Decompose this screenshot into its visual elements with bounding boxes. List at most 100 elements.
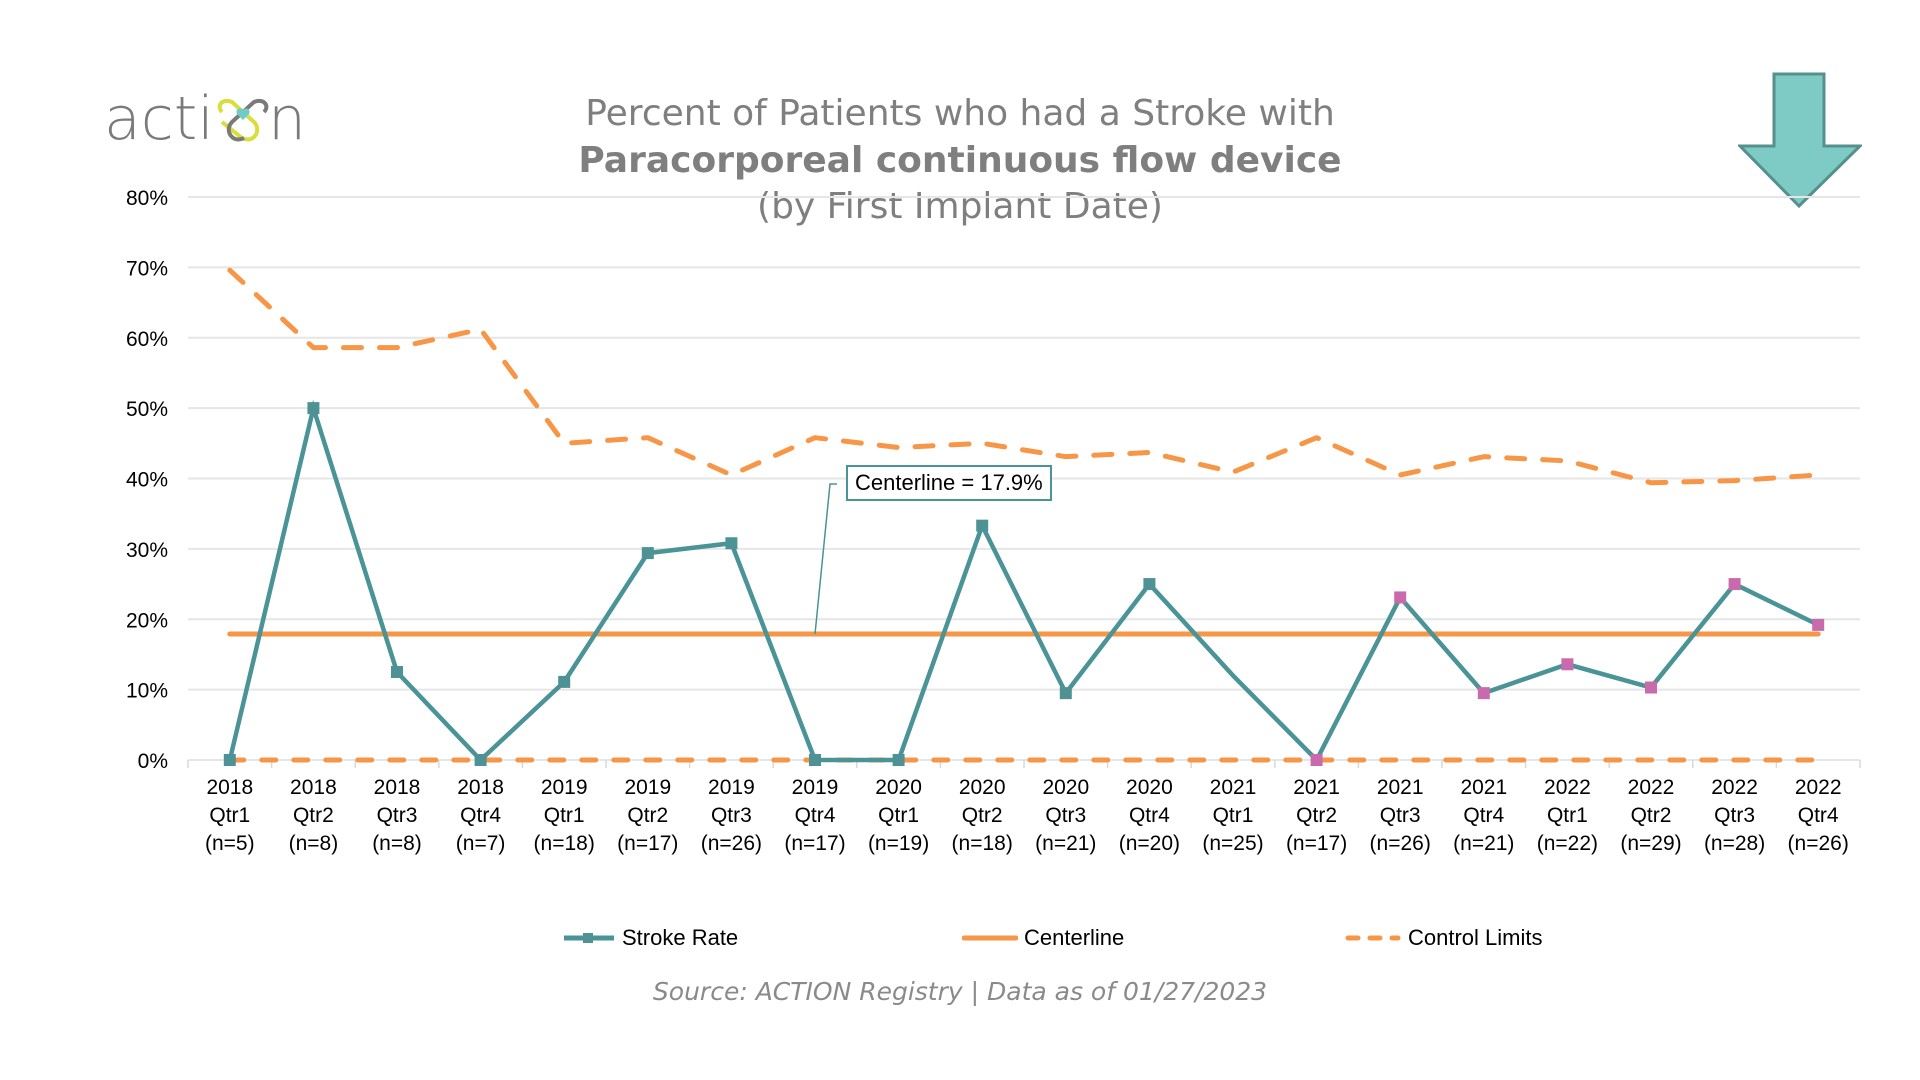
x-tick-label-line: Qtr1 [209,804,250,827]
y-tick-label: 50% [126,398,168,421]
logo-text-post: n [268,84,306,152]
stroke-rate-point [892,754,905,766]
x-tick-label-line: 2022 [1795,776,1842,799]
x-tick-label-line: Qtr1 [1547,804,1588,827]
y-tick-label: 70% [126,257,168,280]
y-axis-ticks: 0% 10% 20% 30% 40% 50% 60% 70% 80% [126,187,168,773]
action-logo-graphic: acti n [104,84,306,154]
x-tick-label: 2019 Qtr2 (n=17) [617,776,678,855]
x-tick-label-line: 2021 [1377,776,1424,799]
stroke-rate-signal-point [1645,681,1657,694]
x-tick-label-line: (n=19) [868,832,929,855]
x-tick-label-line: Qtr2 [1296,804,1337,827]
x-tick-label: 2021 Qtr3 (n=26) [1370,776,1431,855]
x-tick-label-line: (n=17) [784,832,845,855]
stroke-rate-legend-swatch [564,933,614,943]
x-tick-label: 2022 Qtr3 (n=28) [1704,776,1765,855]
y-tick-label: 30% [126,539,168,562]
x-tick-label-line: (n=17) [1286,832,1347,855]
stroke-rate-point [474,754,487,766]
x-tick-label-line: 2019 [541,776,588,799]
x-tick-label-line: Qtr3 [1045,804,1086,827]
stroke-rate-point [307,402,320,415]
stroke-rate-point [391,666,403,679]
legend-item-stroke-rate: Stroke Rate [562,923,738,953]
centerline-legend-swatch [962,935,1018,941]
x-tick-label-line: Qtr4 [1129,804,1170,827]
x-tick-label-line: 2019 [792,776,839,799]
legend-item-centerline: Centerline [962,923,1124,953]
x-tick-label-line: (n=29) [1620,832,1681,855]
x-tick-label: 2020 Qtr2 (n=18) [952,776,1013,855]
y-tick-label: 10% [126,680,168,703]
x-tick-label-line: (n=20) [1119,832,1180,855]
stroke-rate-signal-point [1310,754,1323,766]
x-tick-label-line: (n=25) [1202,832,1263,855]
x-tick-label-line: (n=21) [1035,832,1096,855]
x-tick-label-line: (n=26) [701,832,762,855]
x-tick-label-line: Qtr4 [460,804,501,827]
x-tick-label-line: Qtr2 [293,804,334,827]
x-tick-label: 2022 Qtr1 (n=22) [1537,776,1598,855]
x-tick-label-line: Qtr2 [962,804,1003,827]
stroke-rate-point [1143,578,1156,591]
x-tick-label-line: (n=17) [617,832,678,855]
x-tick-label: 2018 Qtr4 (n=7) [456,776,506,855]
x-tick-label-line: Qtr4 [795,804,836,827]
x-tick-label: 2022 Qtr2 (n=29) [1620,776,1681,855]
stroke-rate-line [227,399,1820,764]
x-tick-label-line: 2021 [1210,776,1257,799]
x-tick-label: 2018 Qtr1 (n=5) [205,776,255,855]
stroke-rate-point [223,754,236,766]
action-logo: acti n [104,82,324,154]
x-tick-label: 2018 Qtr3 (n=8) [372,776,422,855]
legend-item-control-limits: Control Limits [1344,923,1542,953]
x-tick-label-line: 2018 [290,776,337,799]
legend-label-control-limits: Control Limits [1408,925,1543,950]
x-tick-label-line: (n=5) [205,832,255,855]
x-tick-label-line: (n=26) [1788,832,1849,855]
x-tick-label-line: Qtr4 [1798,804,1839,827]
x-tick-label-line: (n=28) [1704,832,1765,855]
x-tick-label: 2020 Qtr3 (n=21) [1035,776,1096,855]
x-tick-label: 2022 Qtr4 (n=26) [1788,776,1849,855]
x-tick-label-line: Qtr3 [1714,804,1755,827]
x-tick-label: 2021 Qtr1 (n=25) [1202,776,1263,855]
stroke-rate-signal-point [1728,578,1741,591]
stroke-rate-point [976,519,989,532]
x-tick-label-line: (n=8) [372,832,422,855]
x-tick-label-line: 2022 [1544,776,1591,799]
y-tick-label: 60% [126,328,168,351]
x-tick-label-line: Qtr3 [1380,804,1421,827]
legend-label-stroke-rate: Stroke Rate [622,925,739,950]
stroke-rate-point [641,547,654,560]
stroke-rate-point [558,675,571,688]
x-tick-label-line: Qtr2 [627,804,668,827]
x-tick-label-line: (n=18) [534,832,595,855]
logo-text-pre: acti [104,84,214,152]
x-tick-label-line: 2018 [206,776,253,799]
stroke-rate-signal-point [1477,687,1490,700]
control-limits-legend-swatch [1345,935,1401,941]
stroke-rate-point [809,754,821,766]
x-tick-label-line: (n=7) [456,832,506,855]
y-tick-label: 40% [126,469,168,492]
x-tick-label-line: Qtr1 [1213,804,1254,827]
y-tick-label: 0% [138,750,168,773]
x-tick-label-line: 2020 [959,776,1006,799]
chart-title-line2: Paracorporeal continuous flow device [578,140,1342,181]
stroke-rate-signal-point [1812,618,1825,631]
x-tick-label-line: 2022 [1711,776,1758,799]
logo-heart-rings-icon [217,99,269,142]
x-tick-label: 2019 Qtr3 (n=26) [701,776,762,855]
x-tick-label-line: 2018 [457,776,504,799]
legend-label-centerline: Centerline [1024,925,1125,950]
x-tick-label-line: Qtr3 [711,804,752,827]
stroke-rate-signal-point [1561,658,1574,671]
x-tick-label-line: (n=18) [952,832,1013,855]
x-tick-label-line: 2019 [708,776,755,799]
x-axis-labels: 2018 Qtr1 (n=5)2018 Qtr2 (n=8)2018 Qtr3 (n=8)2… [205,776,1849,855]
x-tick-label-line: 2018 [374,776,421,799]
x-tick-label-line: 2022 [1628,776,1675,799]
y-tick-label: 80% [126,187,168,210]
